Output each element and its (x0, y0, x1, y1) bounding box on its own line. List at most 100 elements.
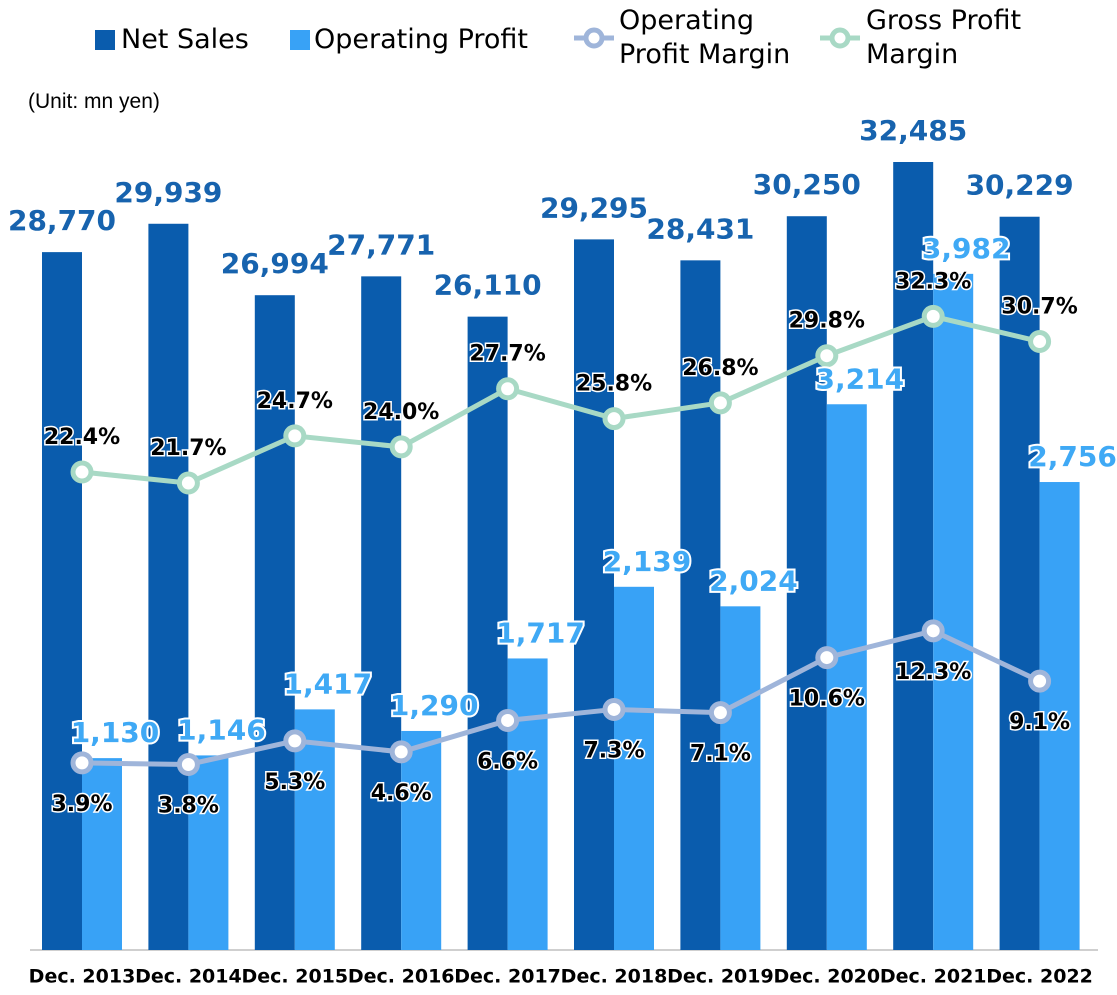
bar-value-label: 30,229 (966, 169, 1074, 202)
legend-marker (820, 27, 860, 49)
line-marker (70, 751, 94, 775)
line-value-label: 24.7% (257, 389, 333, 414)
line-value-label: 24.0% (363, 400, 439, 425)
bar (507, 658, 548, 950)
bar-value-label: 1,290 (390, 689, 479, 722)
x-tick-label: Dec. 2018 (561, 966, 668, 988)
bar (42, 252, 82, 950)
bar (254, 295, 295, 950)
x-tick-label: Dec. 2017 (454, 966, 561, 988)
line-marker (708, 391, 732, 415)
line-marker (176, 752, 200, 776)
bar (893, 162, 934, 950)
line-value-label: 6.6% (477, 749, 538, 774)
line-value-label: 3.8% (158, 793, 219, 818)
line-marker (815, 344, 839, 368)
line-marker (602, 697, 626, 721)
bar-value-label: 3,214 (816, 362, 905, 395)
bar-value-label: 2,139 (603, 545, 692, 578)
bar-value-label: 32,485 (859, 114, 967, 147)
line-marker (602, 407, 626, 431)
line-value-label: 3.9% (51, 792, 112, 817)
legend-marker (574, 27, 614, 49)
bar-value-label: 29,939 (114, 176, 222, 209)
bar (999, 216, 1040, 950)
legend-label: Net Sales (121, 24, 249, 55)
subtitle: (Unit: mn yen) (28, 90, 160, 113)
bar (720, 606, 761, 950)
line-marker (815, 646, 839, 670)
line-marker (921, 619, 945, 643)
line-marker (1028, 669, 1052, 693)
line-marker (708, 701, 732, 725)
bar-value-label: 2,024 (709, 564, 798, 597)
bar-value-label: 29,295 (540, 191, 648, 224)
line-value-label: 4.6% (371, 781, 432, 806)
bar-value-label: 27,771 (327, 228, 435, 261)
bar (401, 730, 442, 950)
legend: Net Sales Operating Profit Operating Pro… (0, 4, 1117, 74)
line-marker (70, 460, 94, 484)
line-value-label: 7.3% (583, 738, 644, 763)
bar-value-label: 28,770 (8, 204, 116, 237)
line (81, 628, 1041, 767)
line-marker (176, 471, 200, 495)
bar-value-label: 1,417 (284, 667, 373, 700)
bar (933, 273, 974, 950)
line-value-label: 25.8% (576, 372, 652, 397)
legend-swatch (290, 30, 310, 50)
bar-value-label: 26,994 (221, 247, 329, 280)
line-value-label: 21.7% (150, 436, 226, 461)
x-tick-label: Dec. 2015 (241, 966, 348, 988)
bar (786, 216, 827, 950)
bar (361, 276, 402, 951)
bar-value-label: 30,250 (753, 168, 861, 201)
bar (1039, 482, 1080, 950)
bar (188, 755, 229, 950)
bar (294, 709, 335, 950)
line-marker (921, 304, 945, 328)
line-value-label: 7.1% (690, 742, 751, 767)
bar-value-label: 2,756 (1028, 440, 1117, 473)
bar-value-label: 3,982 (922, 232, 1011, 265)
bar (467, 316, 508, 950)
line-value-label: 22.4% (44, 425, 120, 450)
legend-label: Operating Profit Margin (619, 5, 791, 70)
x-tick-label: Dec. 2020 (773, 966, 880, 988)
line-value-label: 10.6% (789, 687, 865, 712)
x-tick-label: Dec. 2013 (29, 966, 136, 988)
line-marker (389, 740, 413, 764)
bar-value-label: 1,146 (177, 713, 266, 746)
legend-label: Gross Profit Margin (866, 5, 1022, 70)
line (81, 313, 1041, 486)
bar (574, 239, 614, 951)
line-marker (496, 708, 520, 732)
bar-value-label: 1,717 (496, 616, 585, 649)
line-value-label: 26.8% (682, 356, 758, 381)
line-value-label: 30.7% (1001, 295, 1077, 320)
legend-swatch (95, 30, 115, 50)
line-marker (283, 729, 307, 753)
bar (680, 260, 721, 950)
line-value-label: 27.7% (469, 342, 545, 367)
line-marker (1028, 330, 1052, 354)
line-marker (389, 435, 413, 459)
line-value-label: 9.1% (1009, 710, 1070, 735)
line-value-label: 5.3% (264, 770, 325, 795)
bar-value-label: 26,110 (434, 269, 542, 302)
x-tick-label: Dec. 2021 (880, 966, 987, 988)
bar (148, 223, 189, 951)
line-marker (283, 424, 307, 448)
line-marker (496, 377, 520, 401)
bar-value-label: 1,130 (71, 716, 160, 749)
bar (826, 404, 867, 950)
x-tick-label: Dec. 2019 (667, 966, 774, 988)
bar (82, 758, 122, 950)
bar-value-label: 28,431 (646, 212, 754, 245)
x-tick-label: Dec. 2014 (135, 966, 242, 988)
legend-label: Operating Profit (314, 24, 528, 55)
bar (614, 586, 654, 950)
x-tick-label: Dec. 2016 (348, 966, 455, 988)
